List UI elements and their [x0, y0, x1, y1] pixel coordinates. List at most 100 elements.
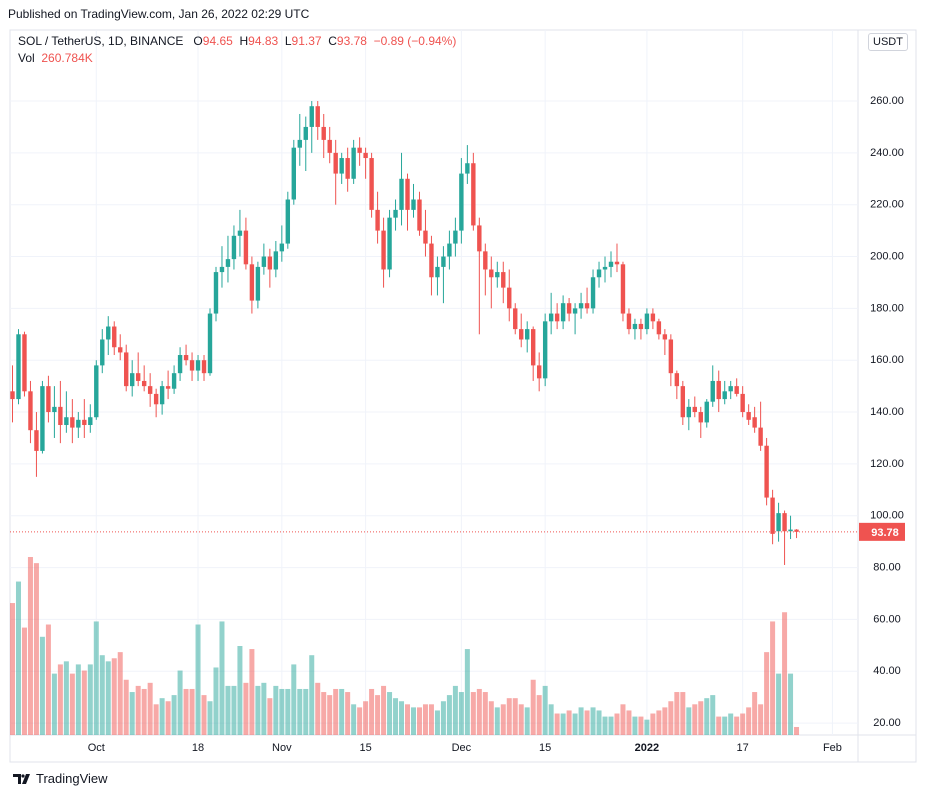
candle-body [692, 406, 697, 413]
y-tick-label: 260.00 [870, 95, 904, 107]
volume-bar [746, 707, 752, 735]
candle-body [686, 406, 692, 418]
volume-bar [554, 713, 560, 735]
o-value: 94.65 [202, 34, 233, 48]
candle-body [656, 321, 662, 335]
y-tick-label: 160.00 [870, 354, 904, 366]
candle-body [219, 266, 225, 273]
candle-body [303, 126, 308, 140]
volume-bar [740, 713, 746, 735]
volume-bar [596, 710, 602, 735]
volume-bar [446, 695, 452, 735]
candle-body [363, 152, 368, 159]
volume-bar [632, 716, 638, 735]
volume-bar [243, 682, 249, 735]
volume-bar [285, 688, 291, 735]
volume-bar [99, 655, 105, 735]
volume-bar [464, 649, 470, 735]
candle-body [560, 303, 566, 322]
candle-body [195, 360, 201, 371]
candle-body [255, 266, 261, 301]
candle-body [309, 106, 314, 127]
last-price-label: 93.78 [871, 527, 899, 539]
candle-body [788, 529, 793, 532]
l-value: 91.37 [291, 34, 322, 48]
candle-body [339, 158, 344, 174]
candle-body [207, 313, 213, 374]
volume-bar [63, 661, 69, 735]
x-tick-label: Feb [823, 742, 842, 754]
volume-bar [357, 707, 363, 735]
last-price-box [859, 522, 905, 541]
candle-body [626, 313, 632, 330]
candle-body [429, 243, 434, 278]
candle-body [764, 445, 769, 498]
candle-body [459, 173, 464, 231]
volume-bar [452, 685, 458, 735]
y-tick-label: 40.00 [873, 665, 901, 677]
volume-bar [608, 716, 614, 735]
volume-bar [399, 701, 405, 735]
volume-bar [147, 682, 153, 735]
x-tick-label: 18 [192, 742, 204, 754]
brand-logo [13, 773, 30, 784]
candle-body [297, 139, 302, 148]
volume-bar [428, 704, 434, 735]
candle-body [542, 321, 548, 379]
volume-bar [644, 719, 650, 735]
candle-body [76, 419, 81, 428]
candle-body [411, 199, 416, 210]
candle-body [183, 355, 189, 361]
candle-body [64, 417, 69, 426]
volume-bar [728, 713, 734, 735]
volume-bar [566, 710, 572, 735]
volume-bar [321, 692, 327, 735]
volume-bar [393, 698, 399, 735]
volume-bar [249, 649, 255, 735]
volume-bar [668, 701, 674, 735]
candle-body [399, 178, 404, 210]
candle-body [507, 287, 512, 309]
currency-button[interactable]: USDT [868, 33, 908, 51]
candle-body [680, 386, 686, 418]
x-tick-label: Oct [88, 742, 105, 754]
candle-body [40, 386, 45, 451]
volume-bar [782, 612, 788, 735]
x-tick-label: Dec [452, 742, 472, 754]
candle-body [554, 313, 560, 322]
candle-body [70, 417, 75, 428]
candle-body [315, 106, 320, 127]
candle-body [141, 380, 147, 387]
symbol: SOL / TetherUS, 1D, BINANCE [18, 34, 184, 48]
y-tick-label: 200.00 [870, 250, 904, 262]
change: −0.89 (−0.94%) [373, 34, 457, 48]
volume-bar [327, 695, 333, 735]
volume-bar [692, 704, 698, 735]
volume-bar [315, 682, 321, 735]
candle-body [638, 323, 644, 330]
volume-bar [578, 707, 584, 735]
candle-body [28, 391, 33, 431]
candle-body [387, 217, 392, 270]
candle-body [477, 225, 482, 252]
volume-bar [542, 685, 548, 735]
candle-body [237, 230, 243, 236]
candle-body [608, 261, 614, 267]
volume-bar [237, 646, 243, 735]
volume-bar [602, 716, 608, 735]
volume-bar [590, 707, 596, 735]
candle-body [321, 126, 326, 140]
candle-body [602, 266, 608, 270]
candle-body [471, 163, 476, 226]
volume-bar [500, 704, 506, 735]
candle-body [423, 230, 428, 244]
h-value: 94.83 [248, 34, 279, 48]
candle-body [327, 139, 332, 153]
volume-bar [674, 692, 680, 735]
volume-bar [21, 627, 27, 735]
volume-bar [788, 673, 794, 735]
plot-frame [9, 29, 917, 763]
volume-bar [369, 688, 375, 735]
volume-bar [638, 716, 644, 735]
